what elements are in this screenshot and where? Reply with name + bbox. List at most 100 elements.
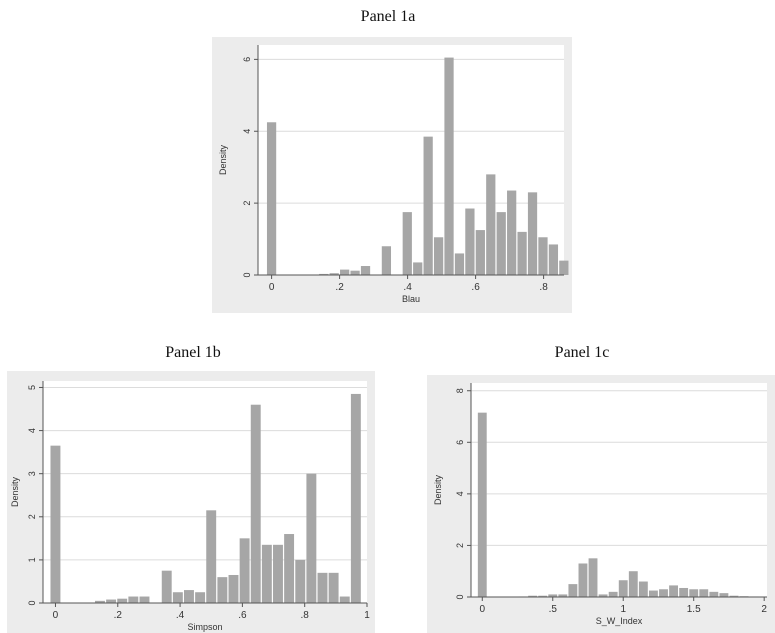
panel-1b-title: Panel 1b — [165, 344, 221, 361]
x-tick-label: 0 — [479, 604, 485, 615]
histogram-bar — [507, 190, 517, 275]
histogram-bar — [329, 273, 339, 275]
x-tick-label: 1.5 — [687, 604, 701, 615]
histogram-bar — [413, 262, 423, 275]
histogram-bar — [381, 246, 392, 275]
x-axis-title: S_W_Index — [596, 616, 643, 626]
x-tick-label: .5 — [549, 604, 558, 615]
y-tick-label: 4 — [455, 491, 465, 496]
histogram-bar — [454, 253, 465, 275]
y-axis-title: Density — [433, 474, 443, 505]
histogram-bar — [161, 570, 172, 603]
histogram-bar — [184, 590, 194, 603]
panel-1a-title: Panel 1a — [360, 8, 416, 25]
x-tick-label: .8 — [539, 282, 548, 293]
histogram-bar — [548, 594, 558, 597]
histogram-bar — [139, 596, 150, 603]
histogram-bar — [284, 534, 295, 603]
y-tick-label: 6 — [455, 440, 465, 445]
histogram-bar — [261, 544, 272, 603]
histogram-bar — [528, 595, 538, 597]
histogram-bar — [689, 589, 699, 597]
histogram-bar — [608, 591, 618, 597]
histogram-bar — [649, 590, 658, 597]
histogram-bar — [669, 585, 678, 597]
histogram-bar — [239, 538, 250, 603]
histogram-bar — [558, 594, 568, 597]
histogram-bar — [250, 404, 261, 603]
y-tick-label: 4 — [242, 129, 252, 134]
y-tick-label: 0 — [455, 594, 465, 599]
histogram-bar — [679, 587, 689, 597]
y-tick-label: 8 — [455, 388, 465, 393]
histogram-bar — [538, 237, 548, 275]
histogram-bar — [206, 510, 217, 603]
histogram-bar — [588, 558, 598, 597]
histogram-bar — [486, 174, 496, 275]
histogram-bar — [709, 591, 719, 597]
histogram-bar — [598, 594, 608, 597]
histogram-bar — [172, 592, 183, 603]
histogram-bar — [306, 473, 317, 603]
panel-1a-svg: 0 .2 .4 .6 .8 0 2 4 6 Blau Density — [212, 37, 572, 313]
histogram-bar — [548, 244, 559, 275]
histogram-bar — [538, 595, 548, 597]
x-tick-label: 1 — [364, 610, 370, 621]
histogram-bar — [496, 212, 506, 275]
y-tick-label: 2 — [27, 514, 37, 519]
histogram-bar — [295, 559, 306, 603]
histogram-bar — [628, 571, 638, 597]
histogram-bar — [340, 269, 350, 275]
x-tick-label: 2 — [761, 604, 767, 615]
plot-area — [43, 381, 367, 603]
histogram-bar — [578, 563, 588, 597]
x-tick-label: .6 — [238, 610, 247, 621]
histogram-bar — [195, 592, 206, 603]
histogram-bar — [729, 595, 739, 597]
histogram-bar — [527, 192, 538, 275]
histogram-bar — [477, 412, 487, 597]
y-tick-label: 4 — [27, 428, 37, 433]
histogram-bar — [273, 544, 283, 603]
histogram-bar — [350, 393, 361, 603]
x-tick-label: .2 — [335, 282, 344, 293]
x-axis-title: Blau — [402, 294, 420, 304]
panel-1b-chart: 0 .2 .4 .6 .8 1 0 1 2 3 4 5 Simpson Density — [7, 371, 375, 633]
histogram-bar — [339, 596, 350, 603]
x-tick-label: 1 — [620, 604, 626, 615]
histogram-bar — [402, 212, 412, 275]
y-tick-label: 5 — [27, 385, 37, 390]
y-tick-label: 2 — [455, 543, 465, 548]
x-tick-label: .2 — [114, 610, 123, 621]
histogram-bar — [465, 208, 475, 275]
histogram-bar — [50, 445, 61, 603]
y-axis-title: Density — [218, 144, 228, 175]
y-tick-label: 0 — [27, 600, 37, 605]
histogram-bar — [128, 596, 139, 603]
y-tick-label: 3 — [27, 471, 37, 476]
x-tick-label: .4 — [403, 282, 412, 293]
histogram-bar — [699, 589, 709, 597]
y-tick-label: 6 — [242, 57, 252, 62]
histogram-bar — [433, 237, 444, 275]
histogram-bar — [517, 231, 527, 275]
histogram-bar — [328, 572, 339, 603]
x-tick-label: .4 — [176, 610, 185, 621]
histogram-bar — [559, 260, 569, 275]
x-axis-title: Simpson — [187, 622, 222, 632]
x-tick-label: 0 — [269, 282, 275, 293]
histogram-bar — [568, 584, 578, 597]
y-tick-label: 2 — [242, 201, 252, 206]
histogram-bar — [618, 580, 628, 597]
histogram-bar — [659, 589, 668, 597]
histogram-bar — [444, 57, 454, 275]
panel-1a-chart: 0 .2 .4 .6 .8 0 2 4 6 Blau Density — [212, 37, 572, 313]
panel-1c-svg: 0 .5 1 1.5 2 0 2 4 6 8 S_W_Index Density — [427, 375, 775, 633]
plot-area — [471, 383, 767, 597]
x-tick-label: .6 — [471, 282, 480, 293]
histogram-bar — [266, 122, 277, 275]
x-tick-label: 0 — [53, 610, 59, 621]
histogram-bar — [319, 273, 329, 275]
panel-1b-svg: 0 .2 .4 .6 .8 1 0 1 2 3 4 5 Simpson Density — [7, 371, 375, 633]
histogram-bar — [317, 572, 328, 603]
